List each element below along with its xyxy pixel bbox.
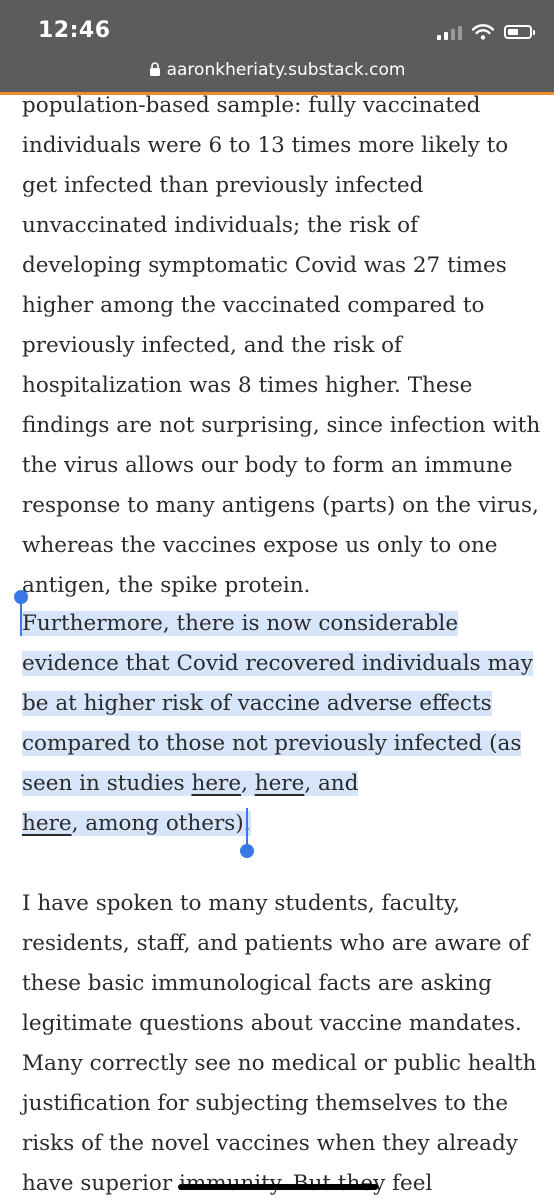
selected-text-end: , among others).: [71, 811, 251, 836]
reading-progress-bar: [0, 92, 554, 95]
status-time: 12:46: [38, 18, 111, 43]
status-icons: [437, 24, 535, 40]
study-link-2[interactable]: here: [254, 771, 305, 796]
cellular-signal-icon: [437, 24, 462, 40]
text-selection[interactable]: Furthermore, there is now considerable e…: [22, 611, 533, 836]
reading-progress-fill: [0, 92, 554, 95]
address-bar[interactable]: aaronkheriaty.substack.com: [0, 60, 554, 80]
url-text: aaronkheriaty.substack.com: [166, 60, 406, 80]
home-indicator[interactable]: [178, 1184, 378, 1190]
article-paragraph-selected[interactable]: Furthermore, there is now considerable e…: [22, 604, 542, 844]
article-paragraph: I have spoken to many students, faculty,…: [22, 891, 537, 1196]
link-separator: , and: [304, 771, 359, 796]
link-separator: ,: [241, 771, 255, 796]
selected-text: Furthermore, there is now considerable e…: [22, 611, 533, 796]
battery-icon: [504, 25, 535, 39]
browser-top-bar: 12:46 aaronkheriaty.substack.com: [0, 0, 554, 92]
study-link-1[interactable]: here: [191, 771, 242, 796]
study-link-3[interactable]: here: [22, 811, 72, 836]
lock-icon: [149, 62, 160, 76]
wifi-icon: [472, 24, 494, 40]
article-paragraph: population-based sample: fully vaccinate…: [22, 93, 541, 598]
